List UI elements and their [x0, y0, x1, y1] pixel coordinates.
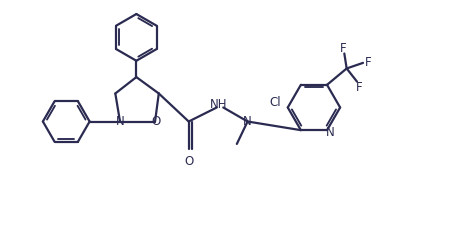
Text: O: O [184, 155, 194, 168]
Text: N: N [326, 126, 335, 139]
Text: O: O [151, 115, 160, 128]
Text: F: F [340, 42, 347, 55]
Text: NH: NH [209, 98, 227, 111]
Text: N: N [243, 114, 252, 128]
Text: F: F [365, 56, 372, 69]
Text: F: F [356, 81, 363, 94]
Text: Cl: Cl [269, 96, 280, 109]
Text: N: N [116, 115, 124, 128]
